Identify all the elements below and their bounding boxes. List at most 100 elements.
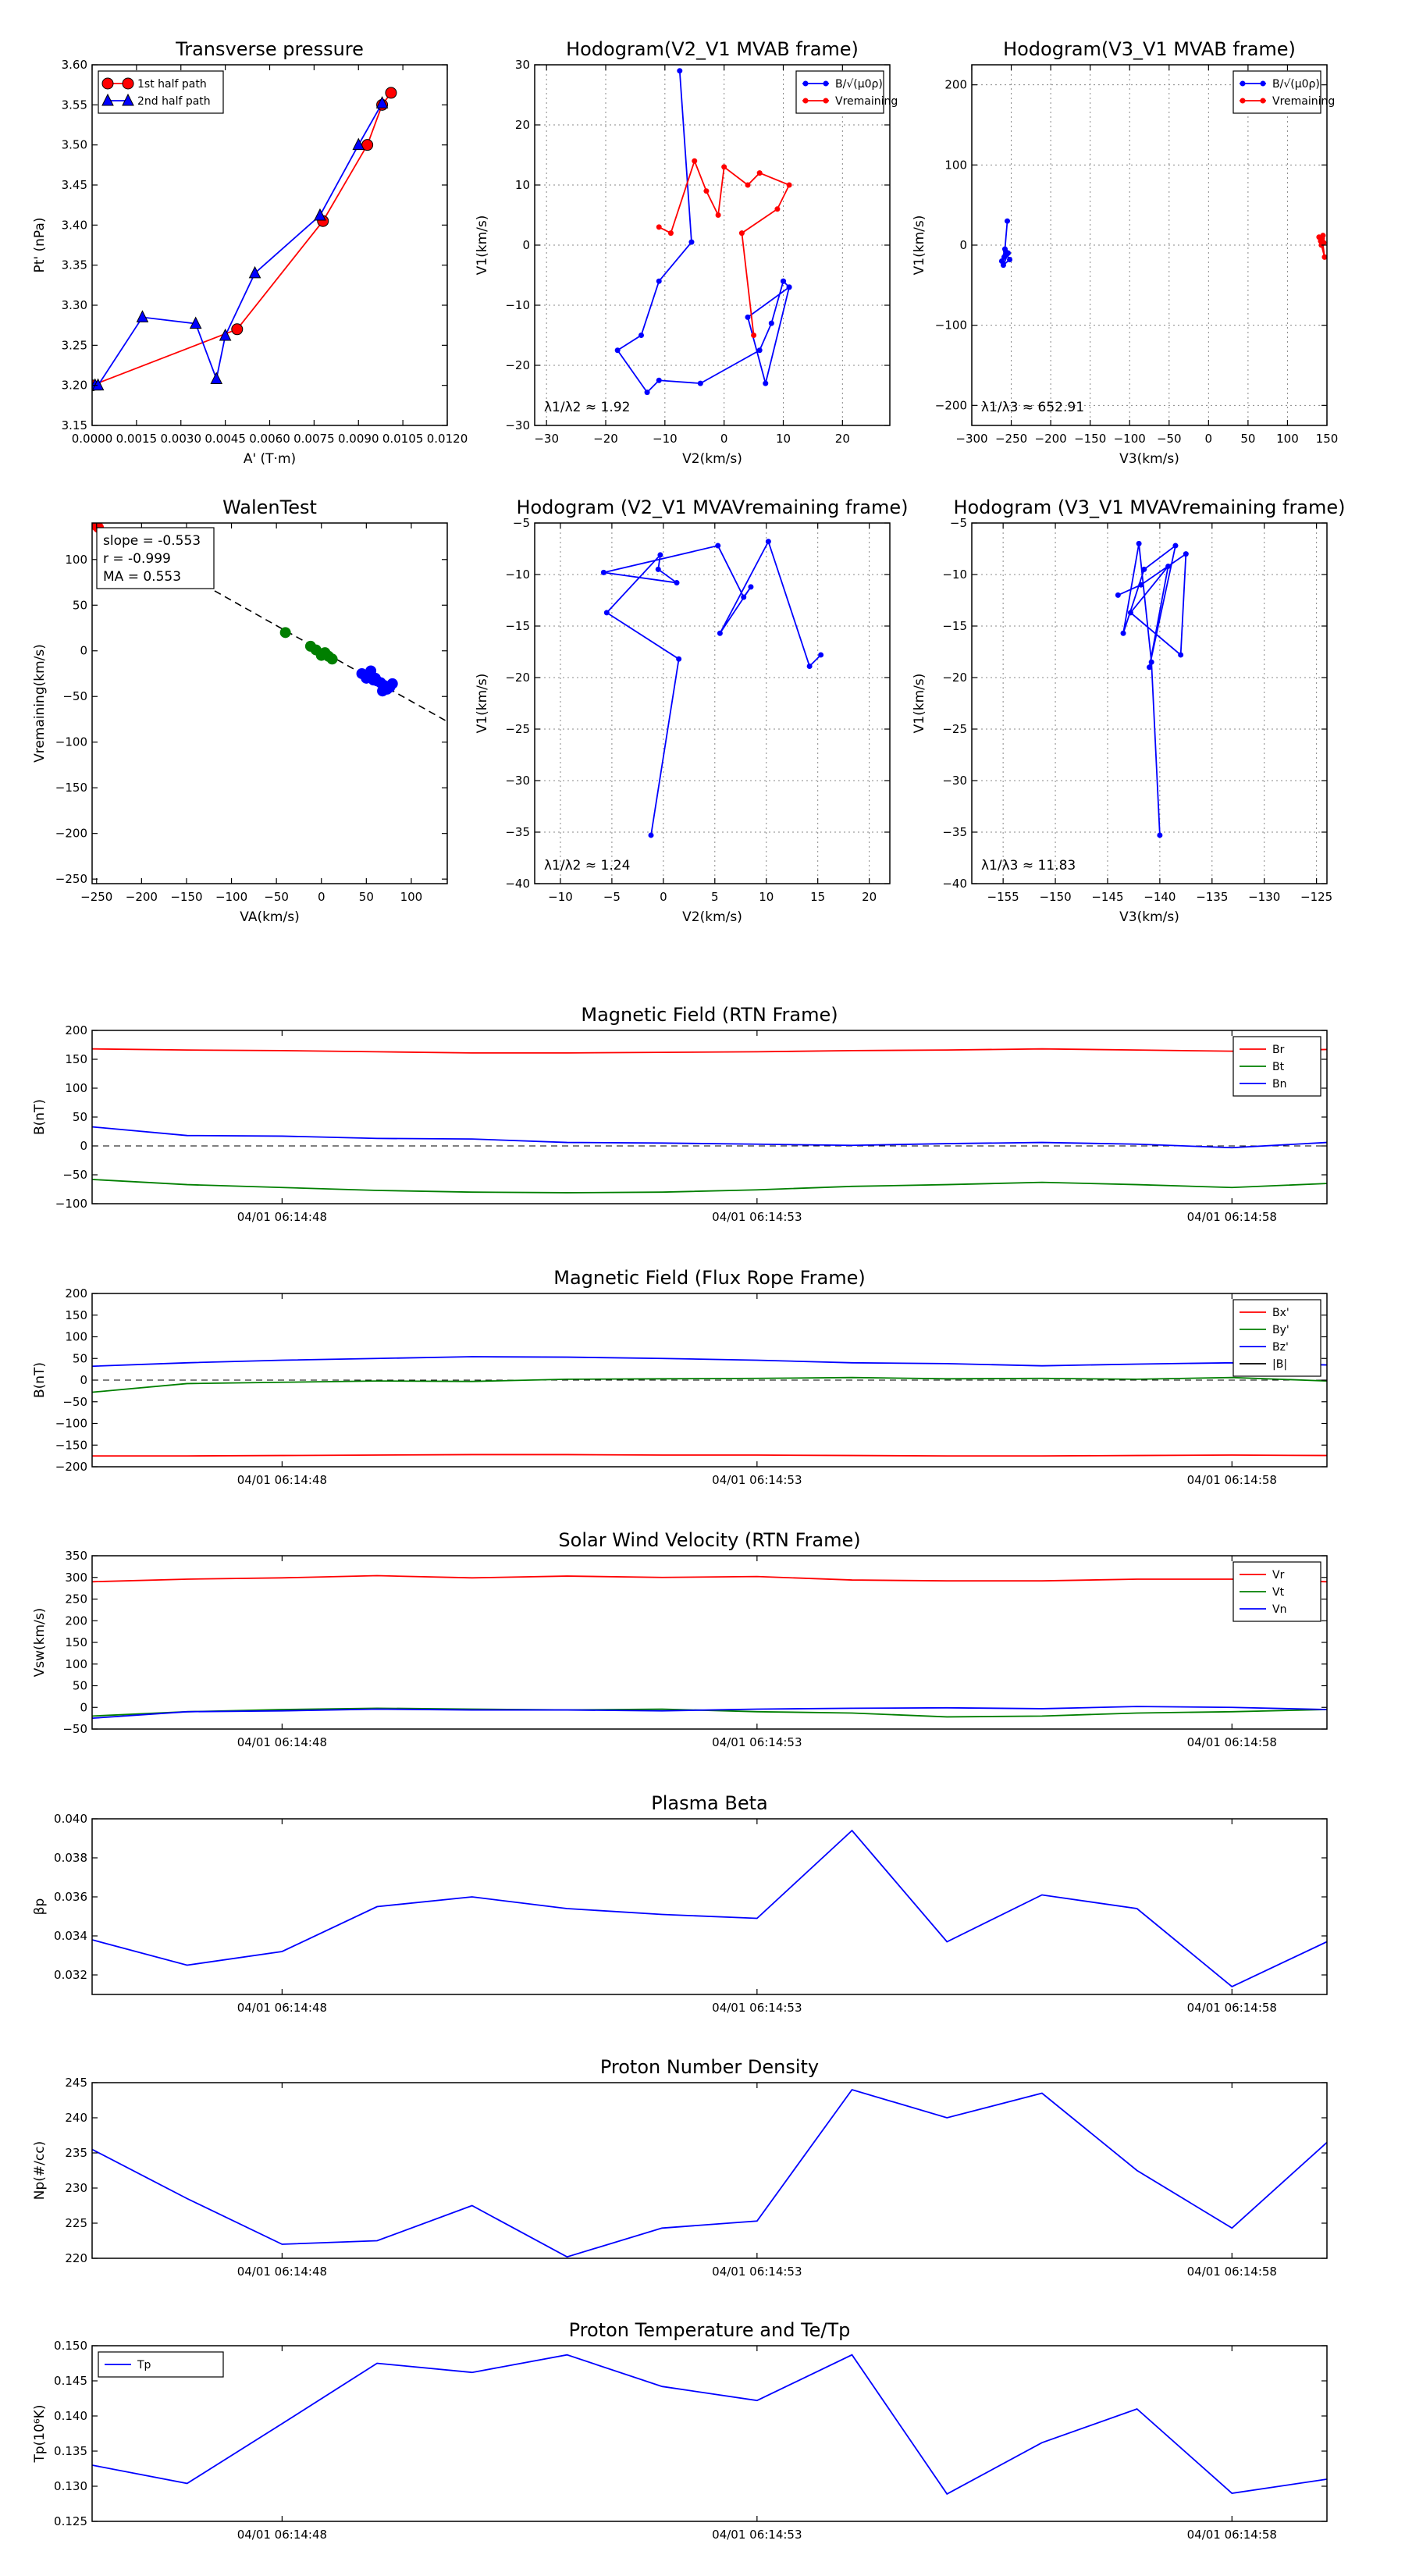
y-tick-label: 150 (65, 1052, 87, 1066)
y-tick-label: 100 (65, 1657, 87, 1671)
x-tick-label: −20 (593, 432, 618, 446)
series-line (92, 1574, 1327, 1583)
data-point (1147, 664, 1152, 671)
y-tick-label: 0.145 (54, 2374, 87, 2388)
x-tick-label: 0.0000 (72, 432, 113, 446)
x-tick-label: 04/01 06:14:58 (1187, 2001, 1277, 2015)
x-tick-label: 0.0120 (427, 432, 468, 446)
legend: Vr Vt Vn (1232, 1561, 1321, 1622)
y-axis-label: Vsw(km/s) (32, 1608, 48, 1678)
x-tick-label: 04/01 06:14:48 (237, 1735, 327, 1749)
x-tick-label: 04/01 06:14:53 (712, 2528, 802, 2542)
data-point (674, 580, 680, 586)
series-b (1115, 540, 1189, 838)
data-point (657, 552, 663, 558)
y-tick-label: 3.35 (62, 258, 87, 272)
y-tick-label: −10 (942, 568, 967, 582)
legend-label: |B| (1272, 1358, 1287, 1371)
data-point (692, 158, 698, 164)
y-tick-label: 225 (65, 2216, 87, 2230)
x-axis-label: V2(km/s) (682, 451, 742, 467)
y-tick-label: 0.140 (54, 2409, 87, 2423)
data-point (1000, 262, 1006, 269)
data-point (1002, 248, 1008, 254)
series-line (92, 1453, 1327, 1457)
legend-label: Tp (137, 2359, 151, 2371)
x-tick-label: 04/01 06:14:53 (712, 2001, 802, 2015)
data-point (377, 685, 389, 697)
series-line (92, 1829, 1327, 1988)
ratio-annotation: λ1/λ2 ≈ 1.92 (544, 400, 630, 415)
data-point (721, 164, 727, 170)
legend-label: Bt (1272, 1061, 1285, 1073)
plasma-beta: 04/01 06:14:48 04/01 06:14:53 04/01 06:14:… (32, 1792, 1328, 2015)
plot-frame (534, 522, 891, 884)
x-tick-label: −10 (548, 890, 573, 904)
legend-label: Vr (1272, 1569, 1285, 1582)
x-tick-label: −250 (80, 890, 112, 904)
proton-number-density: 04/01 06:14:48 04/01 06:14:53 04/01 06:14:… (32, 2056, 1328, 2279)
y-tick-label: −30 (505, 418, 530, 432)
data-point (751, 333, 757, 338)
data-point (756, 347, 763, 354)
y-tick-label: 3.15 (62, 418, 87, 432)
x-axis-label: V3(km/s) (1119, 909, 1179, 925)
x-tick-label: 100 (1276, 432, 1299, 446)
y-axis-label: Vremaining(km/s) (32, 644, 48, 763)
series-vn (92, 1706, 1327, 1720)
x-tick-label: 0.0060 (249, 432, 290, 446)
plot-area (600, 539, 824, 838)
y-axis-label: Np(#/cc) (32, 2141, 48, 2200)
y-tick-label: −200 (55, 827, 87, 841)
data-point (1120, 630, 1126, 636)
data-point (818, 652, 824, 658)
y-tick-label: −200 (55, 1460, 87, 1474)
y-tick-label: 0 (959, 238, 967, 252)
series-line (92, 1706, 1327, 1720)
data-point (1127, 610, 1133, 616)
x-tick-label: 04/01 06:14:58 (1187, 1735, 1277, 1749)
y-axis-label: B(nT) (32, 1099, 48, 1135)
series-line (92, 2354, 1327, 2496)
y-tick-label: 50 (73, 1679, 87, 1693)
plot-frame (534, 64, 891, 426)
y-tick-label: −150 (55, 781, 87, 795)
y-tick-label: −40 (942, 877, 967, 891)
data-point (1157, 832, 1163, 838)
y-tick-label: 0.135 (54, 2444, 87, 2458)
y-axis-label: Pt' (nPa) (32, 218, 48, 273)
y-tick-label: 200 (944, 78, 967, 92)
data-point (1183, 551, 1189, 557)
legend-label: By' (1272, 1324, 1289, 1336)
data-point (219, 328, 232, 341)
walen-test: −250 −200 −150 −100 −50 0 50 100 −250 −200 −150 −10… (32, 496, 448, 925)
legend-label: B/√(μ0ρ) (835, 78, 883, 91)
data-point (656, 278, 662, 284)
series-by- (92, 1376, 1327, 1393)
x-tick-label: 0.0105 (382, 432, 424, 446)
y-tick-label: 200 (65, 1286, 87, 1300)
y-tick-label: −35 (942, 825, 967, 839)
data-point (1007, 256, 1013, 262)
y-tick-label: 350 (65, 1549, 87, 1563)
x-tick-label: −10 (653, 432, 678, 446)
hodogram-v2-v1-mvav: −10 −5 0 5 10 15 20−40−35−30−25−20−15−10−5Hodo… (475, 496, 909, 925)
x-tick-label: 04/01 06:14:58 (1187, 1210, 1277, 1224)
y-tick-label: −15 (942, 619, 967, 633)
annotation-box (96, 527, 215, 589)
y-tick-label: −25 (505, 722, 530, 736)
x-tick-label: 0.0015 (116, 432, 158, 446)
series-bn (92, 1126, 1327, 1149)
plot-area (614, 68, 792, 396)
legend: Br Bt Bn (1232, 1036, 1321, 1097)
y-tick-label: −100 (55, 735, 87, 749)
plot-frame (91, 1818, 1328, 1995)
y-tick-label: −25 (942, 722, 967, 736)
data-point (1001, 254, 1007, 260)
series-bt (92, 1179, 1327, 1194)
data-point (703, 188, 710, 194)
y-axis-label: B(nT) (32, 1362, 48, 1398)
x-tick-label: 20 (835, 432, 850, 446)
y-tick-label: −250 (55, 872, 87, 886)
x-tick-label: −5 (603, 890, 621, 904)
